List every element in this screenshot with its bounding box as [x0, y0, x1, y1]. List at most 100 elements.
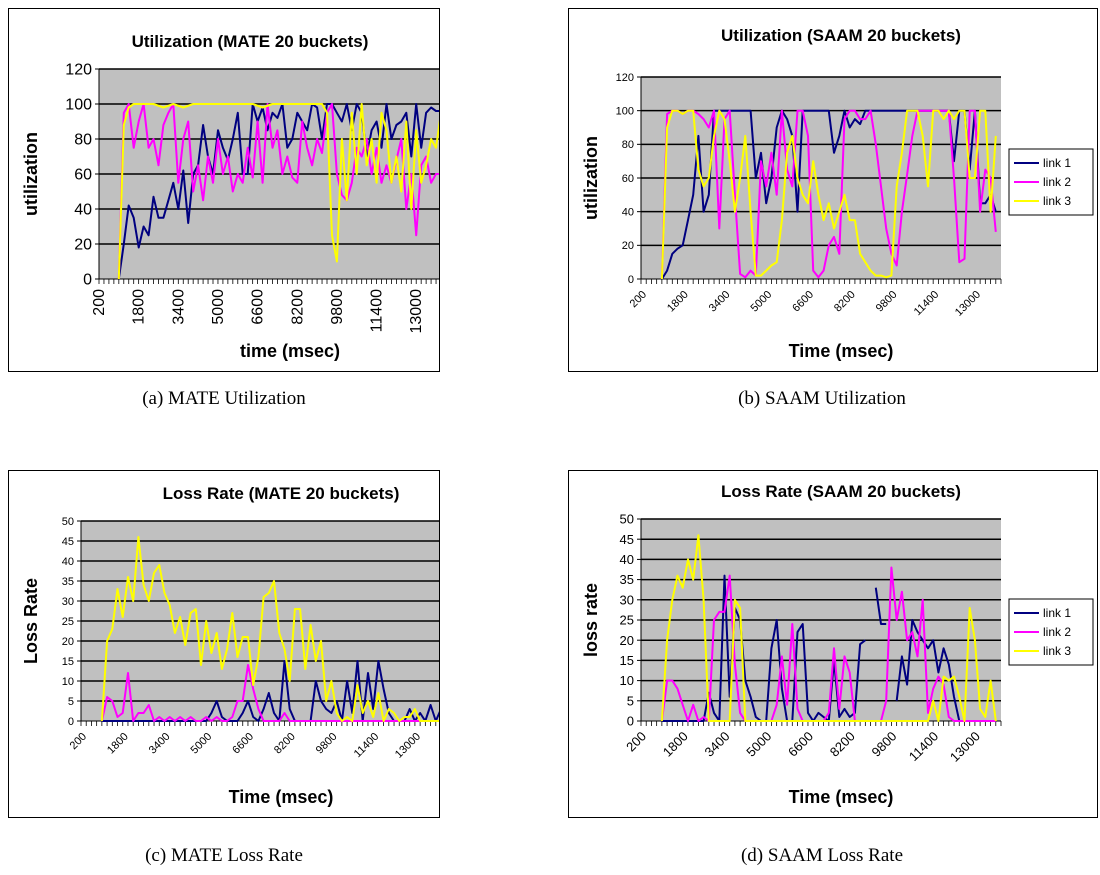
series-line-link-3 — [117, 103, 439, 280]
y-tick-label: 20 — [62, 636, 74, 648]
x-tick-label: 13000 — [947, 729, 983, 765]
y-tick-label: 100 — [616, 106, 634, 118]
y-tick-label: 120 — [65, 62, 92, 79]
y-tick-label: 35 — [62, 576, 74, 588]
y-tick-label: 50 — [620, 512, 634, 527]
x-tick-label: 9800 — [314, 731, 340, 757]
chart-panel-mate-loss-rate: 0 5 10 15 20 25 30 35 40 45 50 200 1800 3400 5000 6600 8… — [8, 470, 440, 818]
y-tick-label: 10 — [620, 673, 634, 688]
legend-label: link 3 — [1043, 194, 1071, 208]
x-tick-label: 1800 — [660, 729, 691, 760]
y-tick-label: 5 — [627, 693, 634, 708]
y-tick-label: 10 — [62, 676, 74, 688]
x-tick-label: 1800 — [665, 289, 691, 315]
x-tick-label: 6600 — [790, 289, 816, 315]
x-tick-label: 8200 — [827, 729, 858, 760]
x-tick-label: 8200 — [832, 289, 858, 315]
x-tick-label: 11400 — [369, 289, 386, 332]
x-tick-label: 5000 — [743, 729, 774, 760]
x-tick-label: 6600 — [250, 289, 267, 325]
x-tick-label: 6600 — [230, 731, 256, 757]
series-line-link-2 — [117, 103, 439, 280]
series-line-link-2 — [660, 109, 997, 280]
y-axis-label: loss rate — [581, 583, 601, 657]
y-tick-label: 50 — [62, 516, 74, 528]
x-tick-label: 11400 — [912, 289, 942, 319]
x-tick-label: 200 — [91, 289, 108, 316]
y-tick-label: 40 — [620, 552, 634, 567]
y-tick-label: 5 — [68, 696, 74, 708]
y-tick-label: 15 — [620, 653, 634, 668]
chart-title: Loss Rate (MATE 20 buckets) — [163, 484, 400, 503]
x-tick-label: 9800 — [868, 729, 899, 760]
chart-title: Utilization (MATE 20 buckets) — [132, 32, 369, 51]
x-tick-label: 3400 — [170, 289, 187, 325]
legend-label: link 2 — [1043, 625, 1071, 639]
x-axis-label: Time (msec) — [789, 341, 894, 361]
x-tick-label: 11400 — [352, 731, 382, 761]
y-tick-label: 25 — [62, 616, 74, 628]
x-axis-label: time (msec) — [240, 341, 340, 361]
chart-panel-saam-utilization: 0 20 40 60 80 100 120 200 1800 3400 5000 6600 8200 98… — [568, 8, 1098, 372]
y-tick-label: 45 — [620, 532, 634, 547]
series-line-link-1 — [117, 103, 439, 280]
y-axis-label: Loss Rate — [21, 578, 41, 664]
x-tick-label: 5000 — [189, 731, 215, 757]
x-tick-label: 5000 — [210, 289, 227, 325]
y-tick-label: 80 — [622, 139, 634, 151]
y-axis-label: utilization — [581, 136, 601, 220]
chart-svg-c: 0 5 10 15 20 25 30 35 40 45 50 200 1800 3400 5000 6600 8… — [21, 484, 439, 807]
chart-title: Utilization (SAAM 20 buckets) — [721, 26, 961, 45]
chart-panel-saam-loss-rate: 0 5 10 15 20 25 30 35 40 45 50 200 1800 3400 5000 6600 8… — [568, 470, 1098, 818]
x-tick-label: 1800 — [105, 731, 131, 757]
chart-panel-mate-utilization: 0 20 40 60 80 100 120 200 1800 3400 5000 6600 8200 98… — [8, 8, 440, 372]
chart-title: Loss Rate (SAAM 20 buckets) — [721, 482, 961, 501]
caption-c: (c) MATE Loss Rate — [145, 845, 303, 866]
y-tick-label: 35 — [620, 572, 634, 587]
y-tick-label: 40 — [62, 556, 74, 568]
x-tick-label: 200 — [628, 289, 649, 310]
x-tick-label: 9800 — [329, 289, 346, 325]
legend-label: link 2 — [1043, 175, 1071, 189]
series-line-link-2 — [660, 566, 996, 722]
y-tick-label: 60 — [74, 167, 92, 184]
x-tick-label: 6600 — [785, 729, 816, 760]
x-tick-label: 3400 — [707, 289, 733, 315]
x-tick-label: 8200 — [272, 731, 298, 757]
x-tick-label: 200 — [623, 729, 649, 755]
y-tick-label: 45 — [62, 536, 74, 548]
y-tick-label: 20 — [620, 633, 634, 648]
legend-label: link 1 — [1043, 606, 1071, 620]
x-tick-label: 13000 — [953, 289, 983, 319]
y-tick-label: 0 — [628, 274, 634, 286]
x-tick-label: 5000 — [749, 289, 775, 315]
series-line-link-3 — [660, 109, 997, 280]
y-tick-label: 30 — [62, 596, 74, 608]
y-tick-label: 80 — [74, 132, 92, 149]
x-tick-label: 13000 — [408, 289, 425, 334]
x-tick-label: 11400 — [906, 729, 941, 764]
y-tick-label: 25 — [620, 613, 634, 628]
y-axis-label: utilization — [21, 132, 41, 216]
y-tick-label: 0 — [68, 716, 74, 728]
series-line-link-3 — [660, 534, 997, 722]
series-line-link-3 — [100, 536, 439, 722]
y-tick-label: 20 — [74, 237, 92, 254]
x-tick-label: 1800 — [131, 289, 148, 325]
y-tick-label: 100 — [65, 97, 92, 114]
y-tick-label: 0 — [83, 272, 92, 289]
x-axis-label: Time (msec) — [789, 787, 894, 807]
y-tick-label: 15 — [62, 656, 74, 668]
x-tick-label: 9800 — [874, 289, 900, 315]
y-tick-label: 40 — [74, 202, 92, 219]
x-tick-label: 3400 — [147, 731, 173, 757]
y-tick-label: 120 — [616, 72, 634, 84]
legend-label: link 1 — [1043, 156, 1071, 170]
caption-b: (b) SAAM Utilization — [738, 388, 906, 409]
x-tick-label: 200 — [68, 731, 89, 752]
x-tick-label: 3400 — [702, 729, 733, 760]
x-axis-label: Time (msec) — [229, 787, 334, 807]
y-tick-label: 20 — [622, 240, 634, 252]
chart-svg-b: 0 20 40 60 80 100 120 200 1800 3400 5000 6600 8200 98… — [581, 26, 1094, 361]
y-tick-label: 0 — [627, 714, 634, 729]
